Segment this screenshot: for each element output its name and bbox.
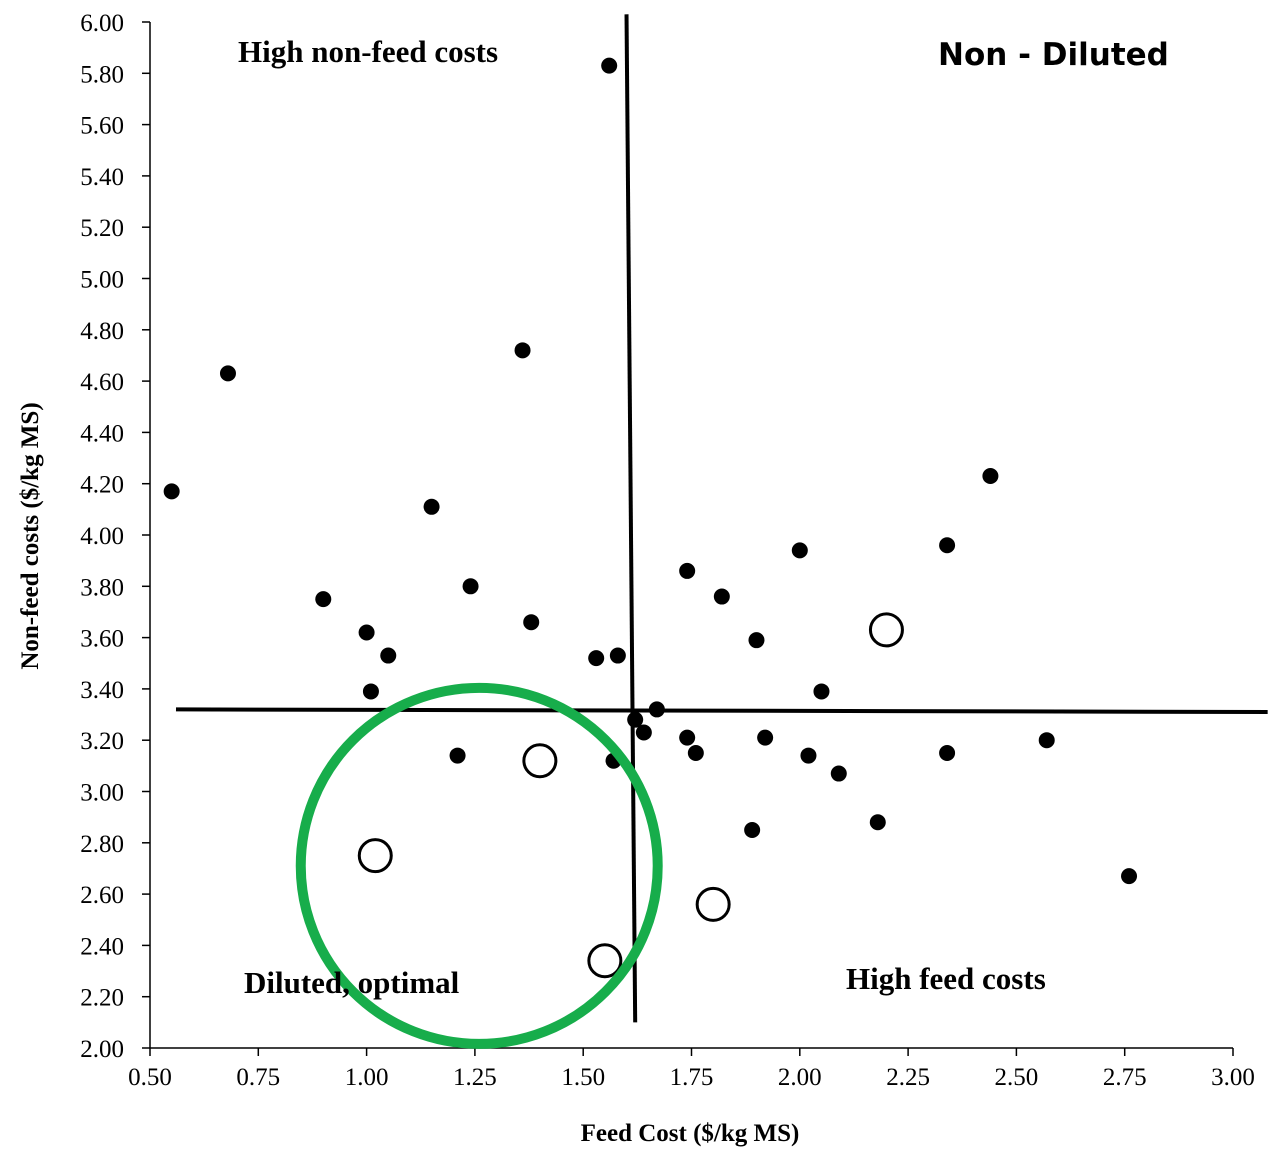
x-tick-label: 1.75 [670, 1064, 714, 1091]
y-tick-label: 3.00 [80, 780, 124, 807]
x-tick-label: 1.50 [561, 1064, 605, 1091]
data-point-filled [800, 747, 817, 764]
y-tick-label: 6.00 [80, 10, 124, 37]
y-tick-label: 2.40 [80, 933, 124, 960]
data-point-open [522, 743, 558, 779]
y-tick-label: 4.80 [80, 318, 124, 345]
y-tick-label: 5.20 [80, 215, 124, 242]
highlight-layer [295, 682, 663, 1049]
y-tick-label: 3.40 [80, 677, 124, 704]
data-point-open [868, 612, 904, 648]
y-axis-ticks: 2.00 2.20 2.40 2.60 2.80 3.00 3.20 3.40 3.60 3.80… [80, 10, 150, 1063]
data-point-filled [679, 562, 696, 579]
y-tick-label: 3.20 [80, 728, 124, 755]
x-tick-label: 1.25 [453, 1064, 497, 1091]
y-tick-label: 2.00 [80, 1036, 124, 1063]
data-point-open [695, 886, 731, 922]
x-axis-ticks: 0.50 0.75 1.00 1.25 1.50 1.75 2.00 2.25 2.50 2.75… [128, 1048, 1255, 1091]
data-point-filled [939, 537, 956, 554]
data-point-filled [358, 624, 375, 641]
data-point-filled [635, 724, 652, 741]
data-point-filled [462, 578, 479, 595]
data-point-filled [982, 468, 999, 485]
optimal-zone-circle [295, 682, 663, 1049]
data-point-filled [1121, 868, 1138, 885]
x-tick-label: 2.50 [995, 1064, 1039, 1091]
data-point-open [587, 943, 623, 979]
x-tick-label: 2.00 [778, 1064, 822, 1091]
y-tick-label: 2.20 [80, 985, 124, 1012]
data-point-filled [380, 647, 397, 664]
y-tick-label: 4.40 [80, 420, 124, 447]
data-point-filled [748, 632, 765, 649]
y-tick-label: 2.80 [80, 831, 124, 858]
data-point-filled [713, 588, 730, 605]
x-tick-label: 0.50 [128, 1064, 172, 1091]
annotation-high-feed-costs: High feed costs [846, 961, 1046, 996]
data-point-filled [813, 683, 830, 700]
annotation-non-diluted: Non - Diluted [938, 37, 1169, 73]
axes [149, 22, 1233, 1049]
data-point-filled [362, 683, 379, 700]
data-points [163, 57, 1138, 979]
y-tick-label: 5.40 [80, 164, 124, 191]
annotation-diluted-optimal: Diluted, optimal [244, 965, 460, 1000]
data-point-filled [514, 342, 531, 359]
y-tick-label: 3.60 [80, 626, 124, 653]
data-point-filled [648, 701, 665, 718]
x-axis-title: Feed Cost ($/kg MS) [581, 1120, 800, 1147]
x-tick-label: 3.00 [1211, 1064, 1255, 1091]
annotation-high-non-feed-costs: High non-feed costs [238, 34, 498, 69]
data-point-filled [791, 542, 808, 559]
x-tick-label: 2.75 [1103, 1064, 1147, 1091]
data-point-filled [601, 57, 618, 74]
data-point-filled [627, 711, 644, 728]
data-point-open [357, 838, 393, 874]
y-tick-label: 3.80 [80, 574, 124, 601]
y-tick-label: 4.20 [80, 472, 124, 499]
data-point-filled [609, 647, 626, 664]
y-tick-label: 5.80 [80, 61, 124, 88]
reference-lines [175, 14, 1268, 1023]
vertical-reference-line [624, 14, 638, 1023]
data-point-filled [687, 745, 704, 762]
data-point-filled [744, 821, 761, 838]
x-tick-label: 1.00 [345, 1064, 389, 1091]
data-point-filled [757, 729, 774, 746]
data-point-filled [423, 498, 440, 515]
data-point-filled [315, 591, 332, 608]
data-point-filled [449, 747, 466, 764]
y-tick-label: 5.00 [80, 267, 124, 294]
data-point-filled [1038, 732, 1055, 749]
data-point-filled [939, 745, 956, 762]
data-point-filled [219, 365, 236, 382]
y-tick-label: 5.60 [80, 113, 124, 140]
horizontal-reference-line [175, 707, 1268, 714]
data-point-filled [679, 729, 696, 746]
data-point-filled [588, 650, 605, 667]
data-point-filled [523, 614, 540, 631]
y-tick-label: 2.60 [80, 882, 124, 909]
y-tick-label: 4.60 [80, 369, 124, 396]
data-point-filled [163, 483, 180, 500]
y-axis-title: Non-feed costs ($/kg MS) [17, 402, 44, 669]
y-tick-label: 4.00 [80, 523, 124, 550]
data-point-filled [830, 765, 847, 782]
x-tick-label: 2.25 [886, 1064, 930, 1091]
x-tick-label: 0.75 [236, 1064, 280, 1091]
data-point-filled [869, 814, 886, 831]
